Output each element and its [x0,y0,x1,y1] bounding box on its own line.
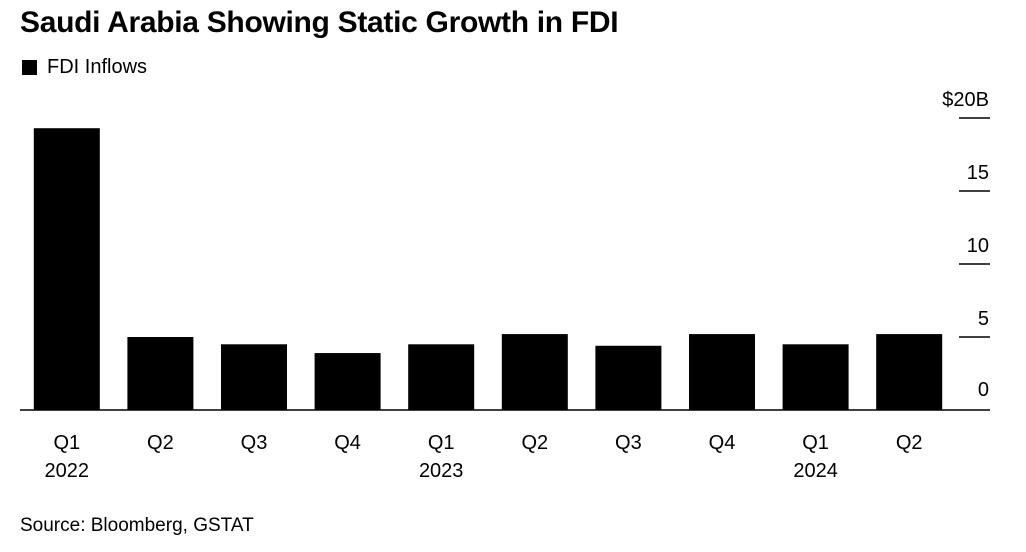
bar-1 [33,128,100,410]
x-tick-label: Q2 [147,432,174,454]
y-tick-label: 10 [967,235,989,257]
bar-4 [314,353,381,410]
bars-group [33,128,943,410]
bar-8 [689,334,755,410]
x-year-label: 2024 [793,460,838,482]
x-tick-label: Q2 [521,432,548,454]
legend-label: FDI Inflows [47,56,148,78]
bar-2 [127,337,194,410]
bar-5 [408,344,475,410]
y-tick-label: 5 [978,308,989,330]
y-axis: $20B 15 10 5 0 [942,89,990,401]
source-note: Source: Bloomberg, GSTAT [20,515,254,536]
bar-3 [221,344,287,410]
x-tick-label: Q1 [53,432,80,454]
x-tick-label: Q4 [709,432,736,454]
bar-10 [876,334,943,410]
x-tick-label: Q2 [896,432,923,454]
x-year-label: 2023 [419,460,464,482]
y-tick-label: $20B [942,89,989,111]
x-tick-label: Q3 [241,432,268,454]
x-tick-label: Q1 [802,432,829,454]
x-tick-label: Q4 [334,432,361,454]
y-tick-label: 0 [978,379,989,401]
bar-9 [782,344,849,410]
x-tick-label: Q1 [428,432,455,454]
chart-title: Saudi Arabia Showing Static Growth in FD… [20,6,619,39]
bar-7 [595,345,662,410]
x-axis: Q1 2022 Q2 Q3 Q4 Q1 2023 Q2 Q3 Q4 Q1 2024 Q2 [45,432,923,482]
x-year-label: 2022 [45,460,90,482]
legend: FDI Inflows [22,56,147,79]
legend-swatch [22,60,37,75]
x-tick-label: Q3 [615,432,642,454]
y-tick-label: 15 [967,162,989,184]
bar-6 [501,334,568,410]
